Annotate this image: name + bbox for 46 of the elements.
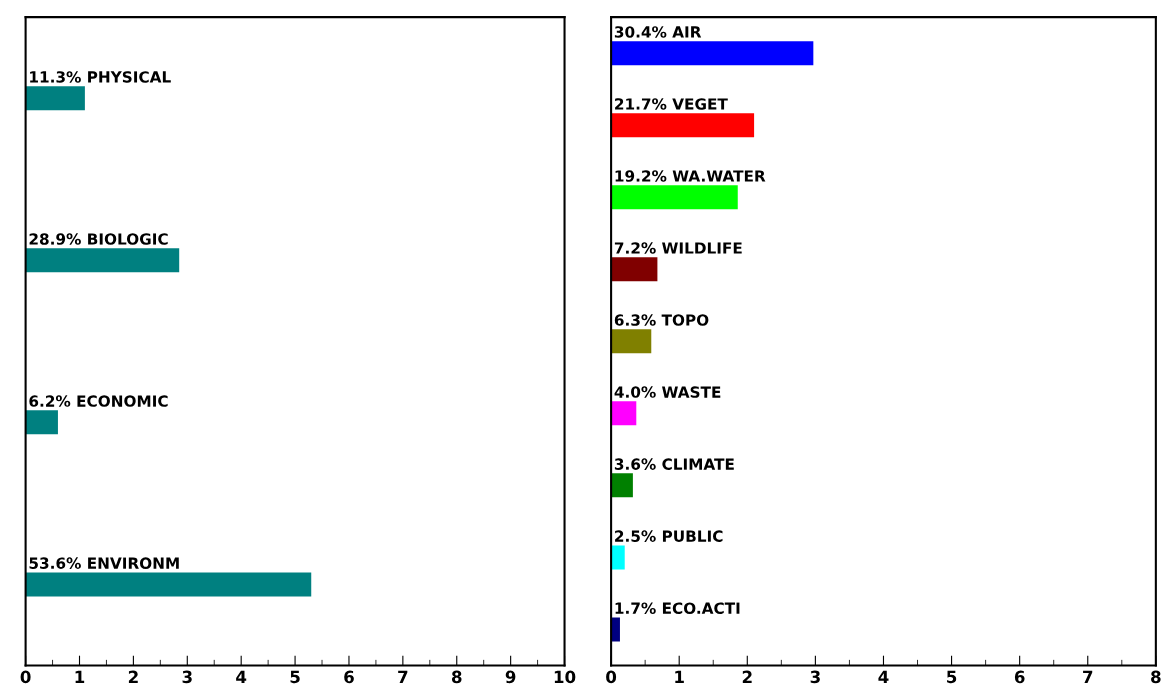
bar (25, 86, 85, 111)
category-label: 6.2% ECONOMIC (29, 395, 168, 407)
x-tick-label: 6 (1014, 670, 1025, 684)
category-label: 2.5% PUBLIC (615, 530, 723, 542)
bar (611, 257, 658, 282)
category-label: 11.3% PHYSICAL (30, 71, 171, 83)
category-label: 4.0% WASTE (614, 386, 721, 398)
bar (611, 617, 620, 642)
x-tick-label: 10 (554, 670, 576, 684)
bar (25, 572, 312, 597)
x-tick-label: 4 (236, 670, 247, 683)
x-tick-label: 3 (182, 670, 192, 684)
bar (25, 248, 180, 273)
x-tick-label: 7 (398, 670, 408, 683)
bar (611, 473, 633, 498)
bar (611, 329, 652, 354)
x-tick-label: 1 (75, 670, 85, 683)
x-tick-label: 0 (20, 670, 31, 684)
x-tick-label: 5 (290, 670, 300, 684)
category-label: 21.7% VEGET (615, 98, 728, 110)
x-tick-label: 3 (810, 670, 820, 684)
category-label: 1.7% ECO.ACTI (615, 602, 740, 614)
category-label: 7.2% WILDLIFE (614, 242, 742, 254)
bar (611, 41, 814, 66)
bar (25, 410, 58, 435)
x-tick-label: 7 (1083, 670, 1093, 683)
category-label: 30.4% AIR (614, 26, 702, 38)
category-label: 53.6% ENVIRONM (29, 557, 179, 569)
x-tick-label: 0 (606, 670, 617, 684)
x-tick-label: 6 (344, 670, 354, 684)
category-label: 3.6% CLIMATE (614, 458, 734, 470)
x-tick-label: 2 (742, 670, 752, 683)
bar (611, 113, 755, 138)
x-tick-label: 8 (1151, 670, 1161, 684)
bar (611, 401, 637, 426)
category-label: 19.2% WA.WATER (615, 170, 766, 182)
x-tick-label: 1 (675, 670, 684, 683)
bar (611, 185, 738, 210)
bar (611, 545, 625, 570)
x-tick-label: 9 (505, 670, 516, 684)
x-tick-label: 2 (128, 670, 138, 683)
x-tick-label: 4 (878, 670, 889, 683)
category-label: 28.9% BIOLOGIC (29, 233, 168, 245)
x-tick-label: 8 (451, 670, 462, 684)
x-tick-label: 5 (947, 670, 957, 684)
category-label: 6.3% TOPO (614, 314, 709, 326)
